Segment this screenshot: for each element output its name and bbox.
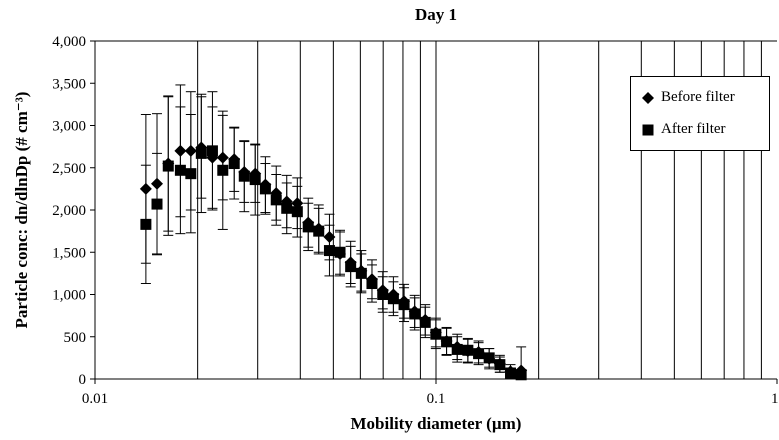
after-filter-point <box>217 164 229 176</box>
x-tick-label: 0.01 <box>82 391 108 407</box>
after-filter-point <box>366 278 378 290</box>
after-filter-point <box>505 367 517 379</box>
after-filter-point <box>430 328 442 340</box>
after-filter-point <box>174 164 186 176</box>
after-filter-point <box>483 352 495 364</box>
legend: Before filter After filter <box>630 76 770 151</box>
axes <box>90 40 778 384</box>
after-filter-point <box>249 174 261 186</box>
after-filter-point <box>462 344 474 356</box>
y-tick-label: 0 <box>79 372 87 388</box>
after-filter-point <box>291 206 303 218</box>
after-filter-point <box>473 348 485 360</box>
y-tick-label: 3,500 <box>52 76 86 92</box>
after-filter-point <box>441 336 453 348</box>
after-filter-point <box>398 299 410 311</box>
before-filter-point <box>216 151 229 164</box>
legend-item-after: After filter <box>641 121 726 138</box>
after-filter-point <box>323 245 335 257</box>
after-filter-point <box>206 145 218 157</box>
after-filter-point <box>494 359 506 371</box>
tick-labels: 0 500 1,000 1,500 2,000 2,500 3,000 3,500 4,000 0… <box>52 34 778 407</box>
after-filter-point <box>515 369 527 381</box>
after-filter-point <box>270 194 282 206</box>
after-filter-point <box>151 198 163 210</box>
after-filter-point <box>419 316 431 328</box>
y-axis-label: Particle conc: dn/dlnDp (# cm⁻³) <box>12 91 31 329</box>
square-marker-icon <box>642 124 654 135</box>
y-tick-label: 2,500 <box>52 161 86 177</box>
before-filter-point <box>151 177 164 190</box>
before-filter-point <box>174 144 187 157</box>
before-filter-point <box>184 144 197 157</box>
before-filter-point <box>139 182 152 195</box>
y-tick-label: 4,000 <box>52 34 86 50</box>
chart-title: Day 1 <box>414 5 458 24</box>
x-tick-label: 1 <box>771 391 779 407</box>
x-axis-label: Mobility diameter (µm) <box>350 414 522 433</box>
after-filter-point <box>185 168 197 180</box>
after-filter-point <box>334 246 346 258</box>
diamond-marker-icon <box>642 91 654 104</box>
after-filter-point <box>451 343 463 355</box>
after-filter-point <box>259 183 271 195</box>
after-filter-point <box>140 218 152 230</box>
x-tick-label: 0.1 <box>427 391 446 407</box>
after-filter-point <box>195 147 207 159</box>
after-filter-point <box>238 170 250 182</box>
after-filter-point <box>281 202 293 214</box>
data-markers <box>139 141 528 381</box>
after-filter-point <box>409 308 421 320</box>
before-filter-point <box>323 231 336 244</box>
y-tick-label: 2,000 <box>52 203 86 219</box>
after-filter-point <box>313 225 325 237</box>
after-filter-point <box>387 293 399 305</box>
legend-label-before: Before filter <box>661 89 735 105</box>
y-tick-label: 1,500 <box>52 245 86 261</box>
y-tick-label: 1,000 <box>52 288 86 304</box>
after-filter-point <box>302 221 314 233</box>
after-filter-point <box>355 267 367 279</box>
legend-item-before: Before filter <box>641 89 735 106</box>
after-filter-point <box>345 261 357 273</box>
y-tick-label: 500 <box>64 330 87 346</box>
after-filter-point <box>162 160 174 172</box>
after-filter-point <box>377 289 389 300</box>
legend-label-after: After filter <box>661 121 726 137</box>
y-tick-label: 3,000 <box>52 119 86 135</box>
after-filter-point <box>228 158 240 170</box>
